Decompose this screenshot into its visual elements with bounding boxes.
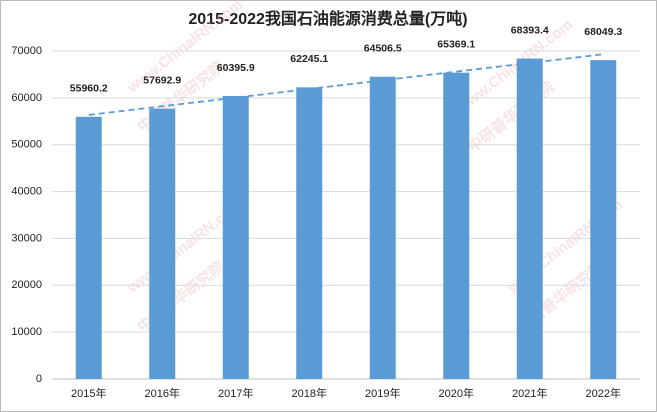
y-tick-label: 30000 — [11, 232, 42, 244]
bar — [296, 87, 323, 379]
y-tick-label: 10000 — [11, 326, 42, 338]
y-tick-label: 60000 — [11, 92, 42, 104]
y-tick-label: 70000 — [11, 45, 42, 57]
x-tick-label: 2018年 — [292, 386, 327, 400]
value-label: 68393.4 — [511, 24, 549, 36]
bar — [443, 72, 470, 380]
x-tick-label: 2022年 — [586, 386, 621, 400]
x-tick-label: 2021年 — [512, 386, 547, 400]
value-label: 68049.3 — [584, 26, 622, 38]
bar — [149, 108, 176, 380]
x-tick-label: 2019年 — [365, 386, 400, 400]
value-label: 65369.1 — [437, 38, 475, 50]
y-tick-label: 40000 — [11, 185, 42, 197]
x-tick-label: 2015年 — [71, 386, 106, 400]
bar — [590, 60, 617, 380]
x-tick-label: 2017年 — [218, 386, 253, 400]
x-tick-label: 2016年 — [145, 386, 180, 400]
y-tick-label: 20000 — [11, 279, 42, 291]
trendline — [88, 53, 604, 116]
bar — [516, 58, 543, 379]
value-label: 57692.9 — [143, 74, 181, 86]
y-tick-label: 0 — [36, 373, 42, 385]
chart-title: 2015-2022我国石油能源消费总量(万吨) — [188, 9, 467, 28]
bar — [222, 96, 249, 379]
x-tick-label: 2020年 — [439, 386, 474, 400]
value-label: 60395.9 — [217, 62, 255, 74]
value-label: 55960.2 — [70, 83, 108, 95]
value-label: 62245.1 — [290, 53, 328, 65]
y-tick-label: 50000 — [11, 139, 42, 151]
bar — [369, 76, 396, 380]
bar — [75, 116, 102, 379]
value-label: 64506.5 — [364, 43, 402, 55]
